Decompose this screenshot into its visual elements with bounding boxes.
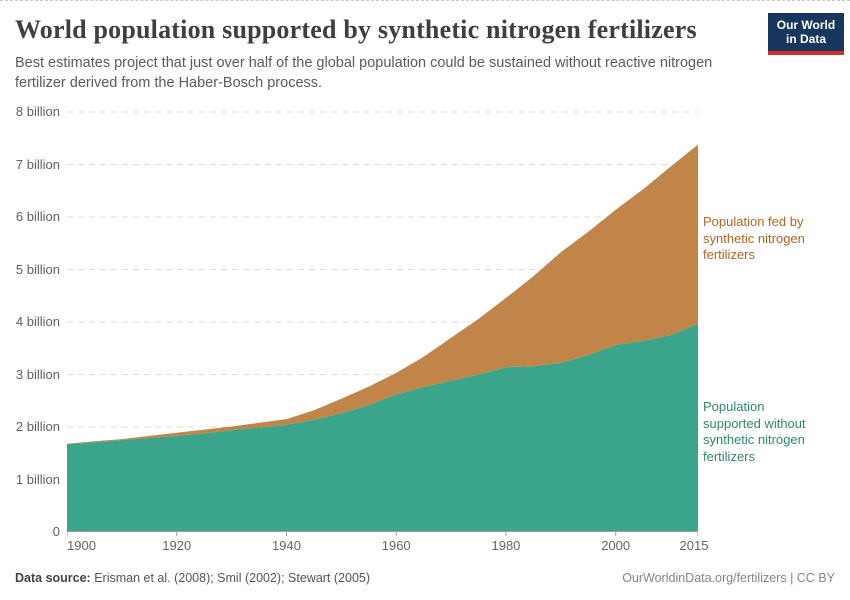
series-label-line: synthetic nitrogen — [703, 432, 805, 447]
series-label-line: fertilizers — [703, 448, 756, 464]
chart-subtitle: Best estimates project that just over ha… — [15, 55, 713, 91]
y-axis-label: 4 billion — [15, 314, 60, 329]
x-axis-label: 1980 — [491, 538, 521, 553]
page-title: World population supported by synthetic … — [15, 15, 697, 44]
series-label-line: supported without — [703, 415, 806, 431]
series-label-line: Population — [703, 399, 765, 414]
x-axis-label: 1940 — [272, 538, 301, 553]
y-axis-label: 1 billion — [15, 471, 60, 487]
series-label-line: synthetic nitrogen — [703, 230, 805, 246]
series-label: Population fed by synthetic nitrogen ferti… — [703, 214, 843, 264]
x-axis-label: 2000 — [601, 538, 631, 553]
x-axis-label: 1900 — [67, 538, 96, 553]
area-fed-by-fertilizer — [67, 144, 698, 445]
y-axis-label: 3 billion — [15, 366, 60, 382]
x-axis-label: 2015 — [679, 538, 709, 553]
y-axis-label: 6 billion — [15, 209, 60, 225]
area-without-fertilizer — [67, 323, 698, 532]
y-axis-label: 0 — [52, 524, 60, 539]
logo-line-1: Our World — [776, 18, 836, 32]
plot-area[interactable] — [67, 101, 698, 541]
series-label-line: Population fed by — [703, 214, 804, 229]
series-label: Population supported without synthetic nit… — [703, 399, 843, 465]
logo-red-bar — [768, 51, 844, 55]
y-axis-label: 7 billion — [15, 156, 60, 172]
x-axis-label: 1920 — [162, 538, 192, 553]
owid-logo[interactable]: Our World in Data — [768, 13, 844, 55]
data-source-text: Erisman et al. (2008); Smil (2002); Stew… — [90, 571, 371, 585]
license-link[interactable]: OurWorldinData.org/fertilizers | CC BY — [622, 571, 835, 585]
y-axis-label: 8 billion — [15, 104, 60, 120]
y-axis-label: 5 billion — [15, 261, 60, 277]
logo-line-2: in Data — [785, 32, 826, 46]
y-axis-label: 2 billion — [15, 419, 60, 434]
series-label-line: fertilizers — [703, 247, 756, 262]
data-source-label: Data source: — [15, 571, 91, 585]
x-axis-label: 1960 — [381, 538, 411, 553]
data-source: Data source: Erisman et al. (2008); Smil… — [15, 571, 370, 585]
